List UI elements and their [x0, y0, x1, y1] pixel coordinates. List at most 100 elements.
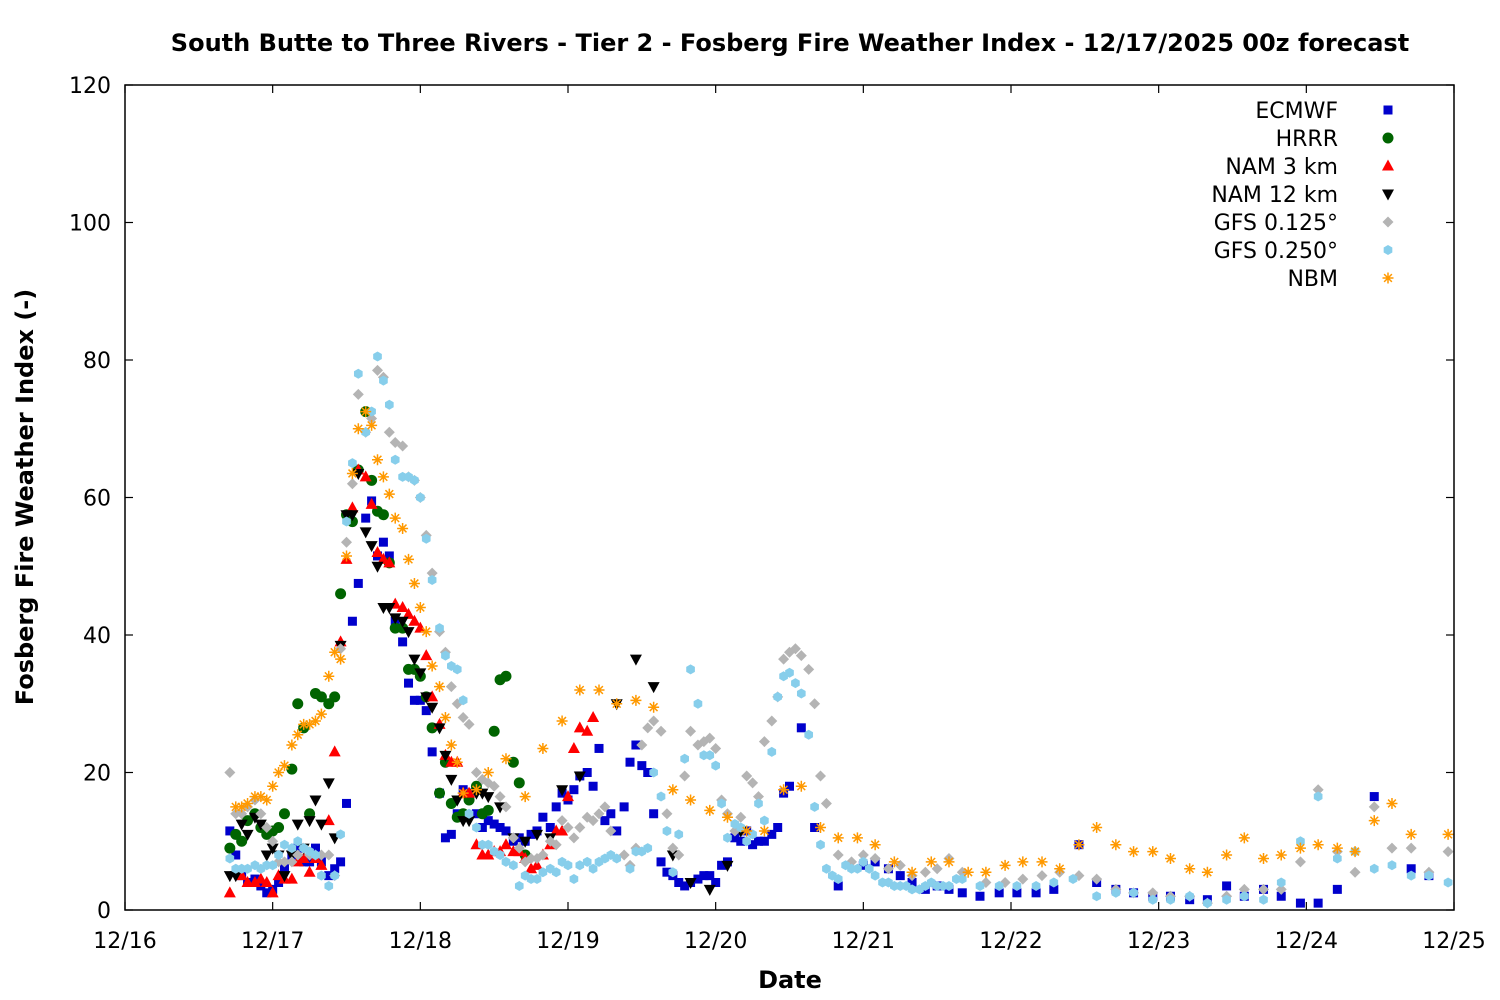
- nbm-point: [439, 712, 451, 723]
- gfs-0-250-point: [754, 798, 763, 809]
- gfs-0-250-point: [293, 836, 303, 847]
- nbm-point: [1073, 839, 1085, 851]
- ecmwf-point: [730, 833, 740, 843]
- gfs-0-125-point: [352, 388, 364, 400]
- legend-marker: [1382, 272, 1394, 284]
- axis-tick-labels: 12/16 12/17 12/18 12/19 12/20 12/21 12/22 12/23…: [69, 74, 1486, 954]
- gfs-0-125-point: [642, 722, 654, 734]
- gfs-0-250-point: [1031, 880, 1041, 891]
- gfs-0-125-point: [1294, 856, 1306, 868]
- nbm-point: [1368, 815, 1380, 827]
- nbm-point: [470, 784, 482, 796]
- y-axis-label: Fosberg Fire Weather Index (-): [11, 289, 39, 705]
- gfs-0-125-point: [747, 777, 759, 789]
- gfs-0-250-point: [390, 454, 400, 465]
- nam-12-km-point: [647, 682, 660, 694]
- gfs-0-250-point: [994, 880, 1004, 891]
- nam-3-km-point: [587, 711, 600, 722]
- gfs-0-250-point: [1111, 887, 1121, 898]
- y-tick-label: 20: [83, 762, 111, 787]
- gfs-0-125-point: [803, 663, 815, 675]
- gfs-0-250-point: [427, 575, 437, 585]
- legend-label: NBM: [1287, 267, 1338, 292]
- y-tick-label: 100: [69, 212, 111, 237]
- nbm-point: [408, 577, 420, 589]
- ecmwf-point: [330, 864, 340, 874]
- gfs-0-250-point: [514, 880, 524, 891]
- gfs-0-125-point: [1386, 842, 1398, 854]
- nbm-point: [414, 602, 426, 613]
- nbm-point: [397, 522, 409, 534]
- ecmwf-point: [637, 761, 647, 771]
- nam-3-km-point: [266, 886, 279, 898]
- gfs-0-125-point: [618, 849, 630, 861]
- nbm-point: [255, 791, 267, 803]
- x-tick-label: 12/16: [93, 929, 156, 954]
- nbm-point: [1147, 846, 1159, 858]
- nbm-point: [851, 832, 863, 844]
- gfs-0-250-point: [864, 863, 874, 874]
- legend-label: NAM 12 km: [1211, 183, 1338, 208]
- gfs-0-125-point: [832, 849, 844, 861]
- gfs-0-250-point: [416, 492, 425, 503]
- gfs-0-250-point: [532, 874, 542, 885]
- gfs-0-250-point: [367, 406, 376, 417]
- nbm-point: [1054, 863, 1066, 875]
- nbm-point: [943, 856, 955, 868]
- gfs-0-250-point: [686, 664, 695, 675]
- gfs-0-125-point: [679, 770, 691, 782]
- ecmwf-point: [446, 829, 456, 839]
- nam-3-km-point: [328, 745, 341, 757]
- gfs-0-250-point: [495, 850, 505, 860]
- nbm-point: [1442, 828, 1454, 840]
- nbm-point: [556, 715, 568, 727]
- nam-3-km-point: [414, 621, 427, 633]
- ecmwf-point: [398, 637, 408, 647]
- gfs-0-250-point: [796, 688, 806, 699]
- gfs-0-250-point: [1313, 791, 1323, 802]
- nbm-point: [304, 718, 316, 730]
- gfs-0-250-point: [379, 375, 388, 386]
- nam-3-km-point: [556, 824, 569, 836]
- gfs-0-125-point: [710, 742, 722, 754]
- nbm-point: [1091, 822, 1103, 833]
- nam-12-km-point: [229, 871, 242, 883]
- gfs-0-250-point: [870, 870, 880, 881]
- nam-12-km-point: [291, 819, 304, 831]
- gfs-0-125-point: [661, 808, 673, 820]
- gfs-0-250-point: [760, 815, 769, 826]
- gfs-0-125-point: [488, 780, 500, 792]
- nbm-point: [230, 801, 242, 813]
- nbm-point: [236, 801, 248, 813]
- x-tick-label: 12/19: [536, 929, 599, 954]
- nbm-point: [457, 787, 469, 799]
- gfs-0-250-point: [612, 853, 622, 864]
- hrrr-point: [329, 691, 341, 703]
- ecmwf-point: [1406, 864, 1416, 874]
- ecmwf-point: [957, 888, 967, 898]
- gfs-0-250-point: [717, 798, 726, 809]
- ecmwf-point: [674, 878, 684, 887]
- ecmwf-point: [717, 860, 727, 870]
- gfs-0-250-point: [353, 368, 363, 379]
- nbm-point: [335, 653, 347, 665]
- hrrr-point: [377, 509, 389, 521]
- nbm-point: [273, 767, 285, 778]
- gfs-0-125-point: [372, 364, 384, 376]
- ecmwf-point: [342, 798, 351, 808]
- nbm-point: [1405, 828, 1417, 840]
- nbm-point: [1294, 842, 1306, 854]
- legend-marker: [1382, 159, 1394, 171]
- ecmwf-point: [643, 768, 653, 777]
- hrrr-point: [335, 588, 347, 600]
- y-tick-label: 40: [83, 624, 111, 649]
- nbm-point: [1110, 839, 1122, 851]
- ecmwf-point: [600, 816, 610, 826]
- gfs-0-250-point: [1222, 894, 1231, 905]
- ecmwf-point: [833, 881, 843, 891]
- legend-label: ECMWF: [1255, 99, 1338, 124]
- gfs-0-250-point: [975, 880, 985, 891]
- nam-12-km-point: [519, 836, 532, 848]
- nbm-point: [1164, 852, 1176, 864]
- nam-12-km-point: [383, 603, 396, 614]
